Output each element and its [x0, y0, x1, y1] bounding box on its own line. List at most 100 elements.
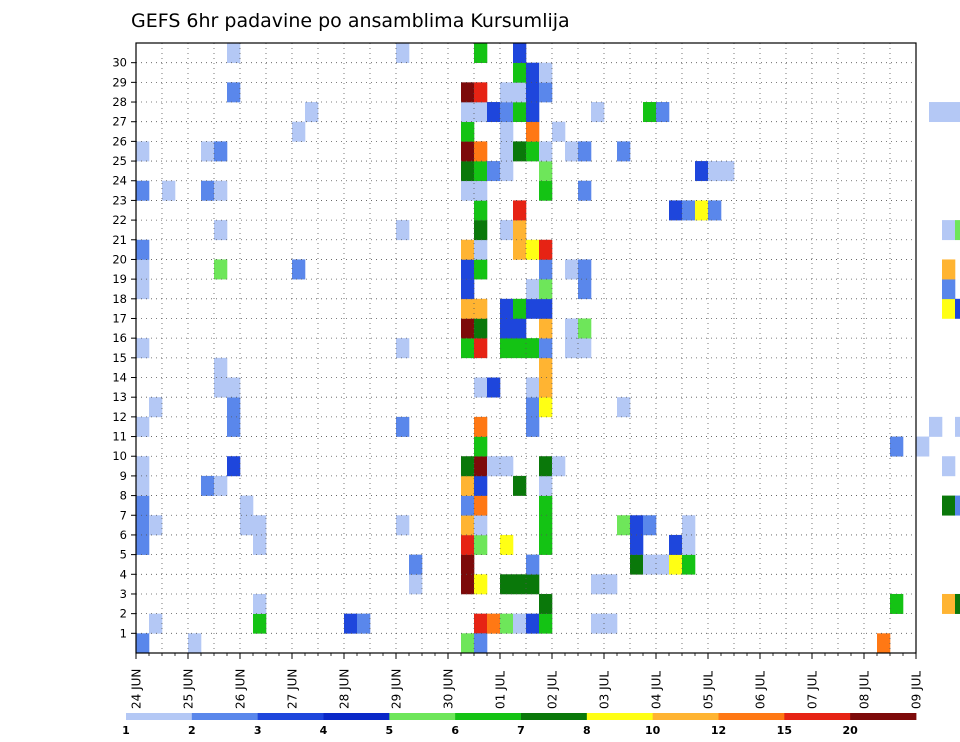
colorbar-swatch	[586, 713, 654, 720]
heatmap-cell	[539, 515, 553, 536]
heatmap-cell	[643, 102, 657, 123]
heatmap-cell	[591, 613, 605, 634]
heatmap-cell	[604, 574, 618, 595]
heatmap-cell	[461, 279, 475, 300]
heatmap-cell	[539, 357, 553, 378]
y-tick-label: 11	[112, 430, 127, 444]
heatmap-cell	[526, 62, 540, 83]
heatmap-cell	[461, 633, 475, 654]
heatmap-cell	[539, 141, 553, 162]
heatmap-cell	[136, 141, 150, 162]
colorbar-swatch	[850, 713, 917, 720]
colorbar-swatch	[389, 713, 456, 720]
heatmap-cell	[513, 574, 527, 595]
colorbar-label: 20	[843, 724, 859, 737]
heatmap-cell	[526, 102, 540, 123]
heatmap-cell	[474, 298, 488, 319]
heatmap-cell	[565, 141, 579, 162]
y-tick-label: 5	[120, 548, 127, 562]
colorbar-label: 5	[386, 724, 394, 737]
x-tick-label: 04 JUL	[650, 671, 664, 709]
heatmap-cell	[617, 141, 631, 162]
y-tick-label: 1	[120, 626, 127, 640]
heatmap-cell	[942, 298, 956, 319]
heatmap-cell	[539, 259, 553, 280]
y-tick-label: 24	[112, 174, 127, 188]
heatmap-cell	[539, 82, 553, 103]
heatmap-cell	[500, 220, 514, 241]
heatmap-cell	[539, 593, 553, 614]
heatmap-cell	[669, 200, 683, 221]
colorbar-swatch	[191, 713, 259, 720]
x-tick-label: 06 JUL	[754, 671, 768, 709]
heatmap-cell	[942, 593, 956, 614]
heatmap-cell	[474, 436, 488, 457]
heatmap-cell	[513, 102, 527, 123]
heatmap-cell	[539, 613, 553, 634]
heatmap-cell	[539, 397, 553, 418]
heatmap-cell	[136, 239, 150, 260]
x-axis-ticks: 24 JUN 25 JUN 26 JUN 27 JUN 28 JUN 29 JUN 30 J…	[130, 653, 924, 709]
heatmap-cell	[461, 82, 475, 103]
y-tick-label: 21	[112, 233, 127, 247]
heatmap-cell	[500, 141, 514, 162]
heatmap-cell	[539, 338, 553, 359]
heatmap-cell	[227, 416, 241, 437]
heatmap-cell	[565, 318, 579, 339]
y-tick-label: 28	[112, 95, 127, 109]
x-tick-label: 08 JUL	[858, 671, 872, 709]
heatmap-cell	[942, 456, 956, 477]
x-tick-label: 27 JUN	[286, 669, 300, 709]
colorbar-swatch	[257, 713, 324, 720]
heatmap-cell	[513, 220, 527, 241]
heatmap-cell	[942, 220, 956, 241]
colorbar-swatch	[126, 713, 193, 720]
heatmap-cell	[136, 534, 150, 555]
heatmap-cell	[955, 102, 960, 123]
dotted-grid	[136, 43, 916, 653]
y-tick-label: 13	[112, 390, 127, 404]
heatmap-cell	[539, 62, 553, 83]
heatmap-cell	[526, 613, 540, 634]
heatmap-cell	[721, 161, 735, 182]
heatmap-cell	[708, 161, 722, 182]
x-tick-label: 28 JUN	[338, 669, 352, 709]
heatmap-cell	[955, 416, 960, 437]
heatmap-cell	[461, 534, 475, 555]
heatmap-cell	[526, 416, 540, 437]
heatmap-cell	[136, 416, 150, 437]
colorbar-swatch	[521, 713, 588, 720]
heatmap-cell	[461, 515, 475, 536]
heatmap-cell	[500, 102, 514, 123]
heatmap-cell	[396, 515, 410, 536]
y-tick-label: 30	[112, 56, 127, 70]
y-tick-label: 27	[112, 115, 127, 129]
heatmap-cell	[539, 161, 553, 182]
heatmap-cell	[539, 180, 553, 201]
heatmap-cell	[513, 298, 527, 319]
heatmap-cell	[955, 298, 960, 319]
heatmap-cell	[656, 554, 670, 575]
heatmap-cell	[487, 613, 501, 634]
heatmap-cell	[396, 338, 410, 359]
heatmap-cell	[409, 554, 423, 575]
heatmap-cell	[136, 338, 150, 359]
heatmap-cell	[474, 416, 488, 437]
heatmap-cell	[942, 102, 956, 123]
heatmap-cell	[201, 475, 215, 496]
heatmap-cell	[552, 121, 566, 142]
colorbar-swatch	[323, 713, 390, 720]
y-tick-label: 15	[112, 351, 127, 365]
heatmap-cell	[942, 259, 956, 280]
heatmap-cell	[474, 515, 488, 536]
heatmap-cell	[695, 161, 709, 182]
heatmap-cell	[474, 318, 488, 339]
heatmap-cell	[136, 456, 150, 477]
heatmap-cell	[461, 141, 475, 162]
heatmap-cell	[136, 279, 150, 300]
heatmap-cell	[578, 318, 592, 339]
heatmap-cell	[526, 298, 540, 319]
heatmap-cell	[500, 161, 514, 182]
heatmap-cell	[565, 338, 579, 359]
x-tick-label: 24 JUN	[130, 669, 144, 709]
